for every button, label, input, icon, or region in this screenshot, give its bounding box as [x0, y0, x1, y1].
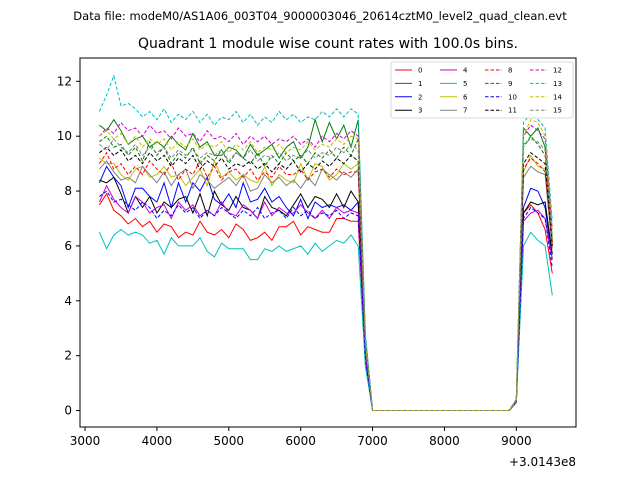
series-line-13	[98, 74, 553, 411]
legend-label: 5	[463, 80, 467, 88]
x-axis-offset-label: +3.0143e8	[509, 455, 576, 469]
suptitle: Data file: modeM0/AS1A06_003T04_90000030…	[73, 9, 567, 23]
y-tick-label: 10	[57, 129, 72, 143]
legend-box	[390, 61, 574, 119]
legend-label: 9	[508, 80, 512, 88]
legend-label: 13	[553, 80, 562, 88]
x-tick-label: 3000	[70, 434, 101, 448]
legend-label: 2	[418, 93, 422, 101]
y-tick-label: 6	[64, 239, 72, 253]
x-tick-label: 5000	[214, 434, 245, 448]
legend-label: 12	[553, 67, 562, 75]
legend-label: 3	[418, 107, 422, 115]
y-tick-label: 12	[57, 74, 72, 88]
legend-label: 6	[463, 93, 468, 101]
x-tick-label: 6000	[285, 434, 316, 448]
y-tick-label: 8	[64, 184, 72, 198]
legend-label: 14	[553, 93, 562, 101]
legend-label: 7	[463, 107, 467, 115]
y-tick-label: 4	[64, 294, 72, 308]
x-tick-label: 9000	[501, 434, 532, 448]
axes-frame	[79, 57, 577, 428]
y-tick-label: 2	[64, 349, 72, 363]
legend-label: 4	[463, 67, 468, 75]
plot-area	[98, 74, 553, 411]
series-line-15	[99, 138, 553, 411]
x-tick-label: 7000	[357, 434, 388, 448]
legend-label: 11	[508, 107, 517, 115]
legend-label: 8	[508, 67, 512, 75]
y-tick-label: 0	[64, 404, 72, 418]
legend-label: 0	[418, 67, 422, 75]
series-line-10	[99, 190, 553, 411]
legend-label: 15	[553, 107, 562, 115]
x-tick-label: 8000	[429, 434, 460, 448]
chart-title: Quadrant 1 module wise count rates with …	[138, 36, 518, 52]
legend-label: 10	[508, 93, 517, 101]
legend-label: 1	[418, 80, 422, 88]
x-tick-label: 4000	[142, 434, 173, 448]
